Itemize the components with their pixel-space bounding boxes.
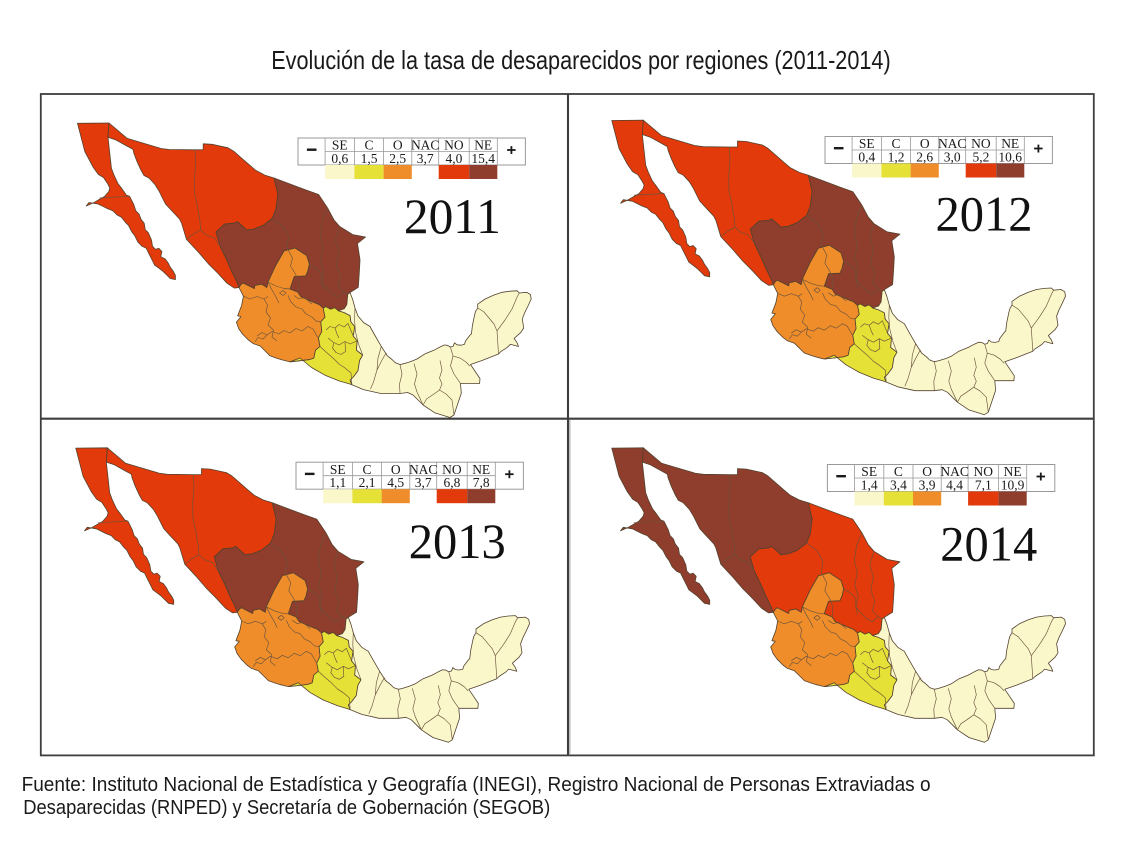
svg-text:0,6: 0,6 [331, 151, 348, 166]
svg-text:5,2: 5,2 [972, 150, 989, 165]
svg-text:0,4: 0,4 [858, 150, 875, 165]
svg-text:C: C [891, 136, 900, 151]
svg-text:NE: NE [1001, 136, 1019, 151]
svg-text:2,5: 2,5 [389, 151, 406, 166]
svg-text:O: O [391, 462, 401, 477]
svg-text:2014: 2014 [940, 515, 1037, 571]
svg-text:C: C [364, 138, 373, 153]
svg-text:SE: SE [330, 462, 346, 477]
svg-text:10,9: 10,9 [1001, 478, 1025, 493]
svg-text:NAC: NAC [409, 462, 438, 477]
svg-text:NO: NO [442, 462, 462, 477]
svg-text:3,0: 3,0 [944, 150, 961, 165]
svg-text:4,5: 4,5 [387, 475, 404, 490]
svg-text:10,6: 10,6 [998, 150, 1022, 165]
svg-text:NO: NO [971, 136, 991, 151]
svg-text:O: O [920, 136, 930, 151]
svg-text:15,4: 15,4 [471, 151, 495, 166]
svg-text:2012: 2012 [936, 186, 1033, 242]
svg-text:Fuente: Instituto Nacional de: Fuente: Instituto Nacional de Estadístic… [22, 773, 931, 796]
svg-text:O: O [922, 464, 932, 479]
svg-text:2,1: 2,1 [359, 475, 376, 490]
svg-text:NE: NE [1004, 464, 1022, 479]
svg-text:3,9: 3,9 [919, 478, 936, 493]
svg-text:1,4: 1,4 [861, 478, 878, 493]
svg-text:7,8: 7,8 [473, 475, 490, 490]
svg-text:NO: NO [444, 138, 464, 153]
svg-text:3,7: 3,7 [417, 151, 434, 166]
svg-text:2011: 2011 [404, 188, 501, 244]
svg-text:1,5: 1,5 [361, 151, 378, 166]
svg-text:3,7: 3,7 [415, 475, 432, 490]
svg-text:C: C [362, 462, 371, 477]
svg-text:3,4: 3,4 [890, 478, 907, 493]
svg-text:SE: SE [332, 138, 348, 153]
svg-text:6,8: 6,8 [443, 475, 460, 490]
svg-text:NE: NE [472, 462, 490, 477]
svg-text:NAC: NAC [938, 136, 967, 151]
svg-text:NAC: NAC [411, 138, 440, 153]
svg-text:C: C [894, 464, 903, 479]
svg-text:4,0: 4,0 [445, 151, 462, 166]
svg-text:1,1: 1,1 [329, 475, 346, 490]
svg-text:NAC: NAC [940, 464, 969, 479]
svg-text:4,4: 4,4 [946, 478, 963, 493]
svg-text:NE: NE [474, 138, 492, 153]
svg-text:SE: SE [861, 464, 877, 479]
svg-text:7,1: 7,1 [975, 478, 992, 493]
svg-text:SE: SE [859, 136, 875, 151]
svg-text:2,6: 2,6 [916, 150, 933, 165]
svg-text:2013: 2013 [409, 513, 506, 569]
svg-text:1,2: 1,2 [888, 150, 905, 165]
svg-text:Evolución de la tasa de desapa: Evolución de la tasa de desaparecidos po… [271, 45, 891, 75]
svg-text:NO: NO [974, 464, 994, 479]
svg-text:O: O [393, 138, 403, 153]
svg-text:Desaparecidas (RNPED) y Secret: Desaparecidas (RNPED) y Secretaría de Go… [23, 796, 550, 819]
